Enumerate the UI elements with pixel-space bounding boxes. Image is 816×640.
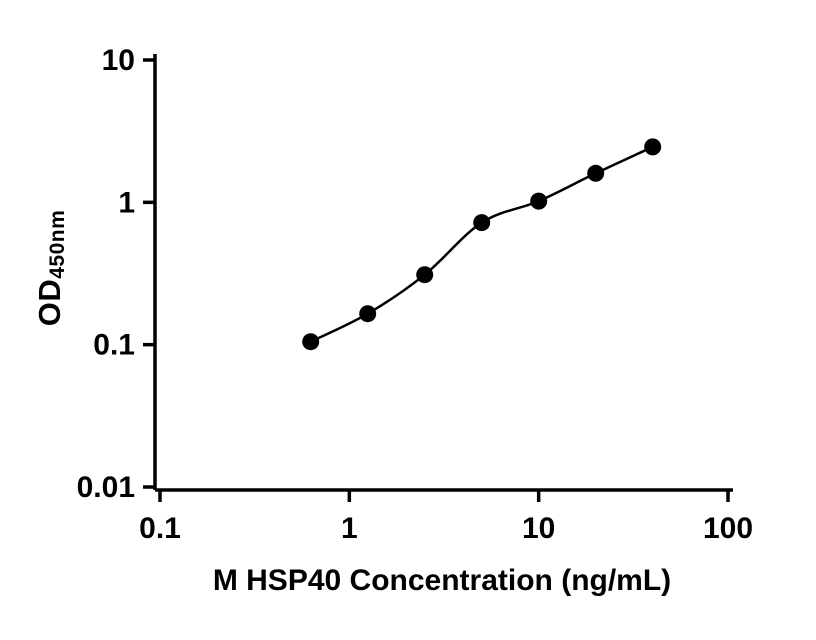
x-tick-label: 1	[341, 512, 358, 545]
data-point	[416, 266, 434, 284]
y-axis-title-main: OD	[32, 278, 67, 327]
y-tick-label: 0.01	[77, 471, 135, 504]
y-axis-title-subscript: 450nm	[46, 209, 69, 279]
x-tick-label: 0.1	[139, 512, 181, 545]
data-point	[587, 164, 605, 182]
y-tick-label: 0.1	[93, 329, 135, 362]
data-point	[302, 333, 320, 351]
y-tick-label: 10	[102, 44, 135, 77]
x-tick-label: 10	[522, 512, 555, 545]
x-axis-title: M HSP40 Concentration (ng/mL)	[212, 564, 672, 597]
y-axis-title: OD450nm	[32, 209, 69, 327]
data-point	[644, 138, 662, 156]
x-tick-label: 100	[703, 512, 753, 545]
data-point	[473, 214, 491, 232]
data-point	[530, 192, 548, 210]
y-tick-label: 1	[118, 186, 135, 219]
data-point	[359, 305, 377, 323]
